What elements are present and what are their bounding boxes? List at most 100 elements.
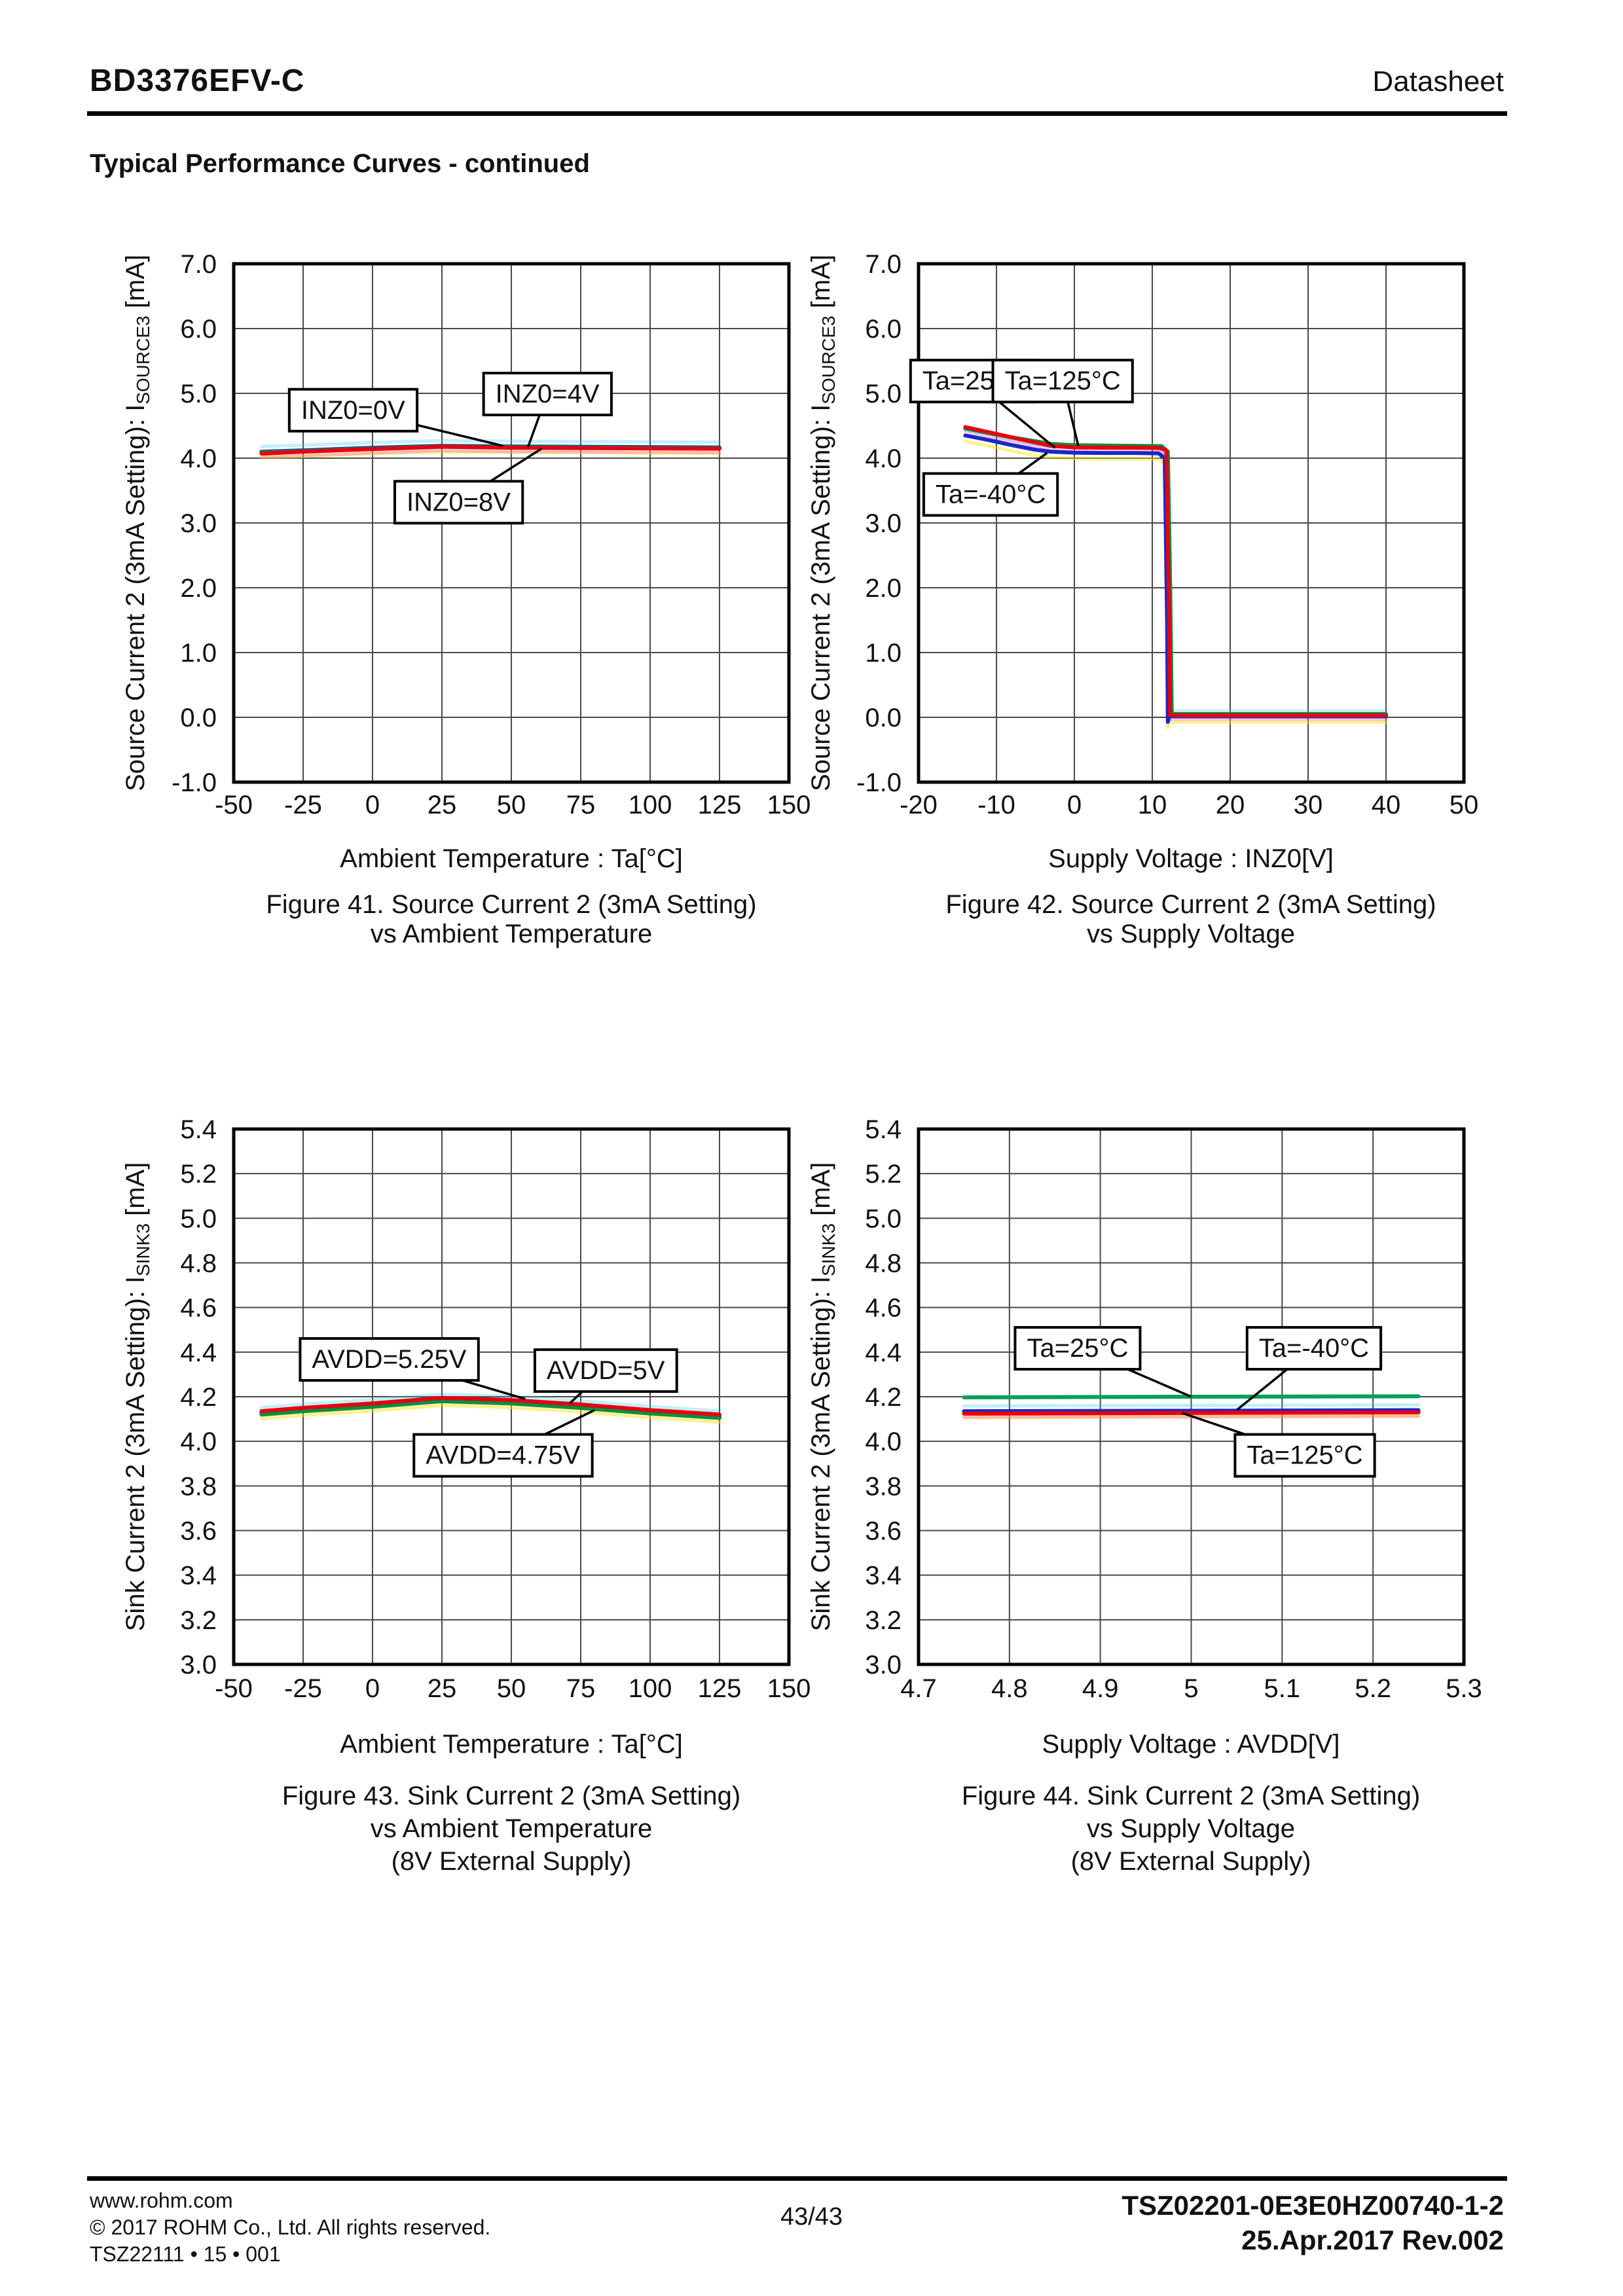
x-tick-label: 125 <box>698 1674 742 1703</box>
y-tick-label: 4.6 <box>865 1294 902 1323</box>
annotation-box <box>922 472 1059 517</box>
annotation-box <box>1245 1326 1383 1371</box>
annotation-box <box>482 372 613 416</box>
x-tick-label: 75 <box>566 791 596 819</box>
x-tick-label: 5.2 <box>1355 1674 1391 1703</box>
x-tick-label: 50 <box>1450 791 1479 819</box>
y-tick-label: 1.0 <box>180 639 217 668</box>
y-tick-label: 3.0 <box>865 1651 902 1679</box>
series-line-AVDD=4.75V <box>259 1399 721 1420</box>
x-tick-label: 0 <box>365 791 380 819</box>
x-axis-title: Supply Voltage : AVDD[V] <box>1042 1730 1340 1759</box>
print-ghost-line <box>259 439 721 448</box>
y-tick-label: 3.2 <box>865 1606 902 1635</box>
annotation-label: Ta=25°C <box>1027 1334 1128 1363</box>
figure-caption-line: vs Supply Voltage <box>1087 1814 1295 1843</box>
y-tick-label: 6.0 <box>865 315 902 344</box>
annotation-label: INZ0=8V <box>407 488 511 516</box>
y-tick-label: 2.0 <box>180 574 217 603</box>
annotation-box <box>412 1433 594 1478</box>
y-tick-label: -1.0 <box>172 768 217 797</box>
x-tick-label: 75 <box>566 1674 596 1703</box>
y-tick-label: 4.0 <box>865 1427 902 1456</box>
y-tick-label: 3.6 <box>865 1517 902 1546</box>
x-tick-label: 0 <box>365 1674 380 1703</box>
annotation-label: INZ0=4V <box>496 380 600 408</box>
doc-type-label: Datasheet <box>1372 65 1504 98</box>
y-tick-label: 5.0 <box>180 1204 217 1233</box>
y-axis-title: Sink Current 2 (3mA Setting): ISINK3 [mA… <box>807 1162 839 1632</box>
figure-44-chart: 4.7 4.8 4.9 5 5.1 5.2 5.3 3.0 3.2 3.4 3.6 3.8 4.0 4.2… <box>807 1115 1482 1876</box>
annotation-label: AVDD=4.75V <box>426 1441 580 1470</box>
x-tick-label: 40 <box>1372 791 1401 819</box>
y-tick-label: 5.0 <box>865 380 902 408</box>
x-tick-label: 30 <box>1294 791 1323 819</box>
x-tick-label: 5.3 <box>1446 1674 1482 1703</box>
figure-41-chart: -50 -25 0 25 50 75 100 125 150 -1.0 0.0 1.0 2.0 3.0 4.… <box>121 250 811 948</box>
series-line-INZ0=8V <box>259 444 721 456</box>
y-tick-label: 3.8 <box>180 1472 217 1501</box>
print-ghost-line <box>962 1403 1421 1408</box>
y-tick-label: 4.2 <box>180 1383 217 1412</box>
x-tick-label: 50 <box>497 1674 526 1703</box>
y-tick-label: 5.0 <box>180 380 217 408</box>
x-tick-label: 20 <box>1216 791 1245 819</box>
y-tick-label: 5.2 <box>180 1160 217 1189</box>
x-tick-label: 150 <box>767 791 811 819</box>
series-line-Ta=-40°C <box>963 433 1388 724</box>
series-line-Ta=-40°C <box>962 1408 1421 1414</box>
x-tick-label: -20 <box>900 791 938 819</box>
x-axis-title: Ambient Temperature : Ta[°C] <box>340 844 683 873</box>
x-tick-label: 100 <box>629 791 672 819</box>
plot-frame <box>917 262 1466 784</box>
footer-rule <box>87 2176 1507 2181</box>
x-axis-title: Ambient Temperature : Ta[°C] <box>340 1730 683 1759</box>
series-line-Ta=125°C <box>963 426 1388 717</box>
x-tick-label: 5 <box>1184 1674 1198 1703</box>
series-line-AVDD=5.25V <box>259 1395 721 1417</box>
x-tick-label: -25 <box>284 791 322 819</box>
annotation-label: AVDD=5.25V <box>312 1345 466 1374</box>
figure-43-chart: -50 -25 0 25 50 75 100 125 150 3.0 3.2 3.4 3.6 3.8 4.0… <box>121 1115 811 1876</box>
figure-caption-line: vs Ambient Temperature <box>371 1814 653 1843</box>
y-tick-label: 3.4 <box>180 1562 217 1590</box>
annotation-box <box>991 359 1134 404</box>
x-tick-label: -50 <box>215 1674 253 1703</box>
y-tick-label: 5.4 <box>180 1115 217 1144</box>
y-tick-label: 4.0 <box>180 444 217 473</box>
y-tick-label: 4.8 <box>865 1249 902 1278</box>
x-tick-label: 50 <box>497 791 526 819</box>
y-axis-title: Source Current 2 (3mA Setting): ISOURCE3… <box>121 255 153 791</box>
annotation-box <box>299 1337 480 1382</box>
x-tick-label: 0 <box>1067 791 1082 819</box>
y-tick-label: 4.0 <box>865 444 902 473</box>
header-rule <box>87 111 1507 116</box>
footer-right-block: TSZ02201-0E3E0HZ00740-1-2 25.Apr.2017 Re… <box>1122 2189 1504 2257</box>
x-tick-label: -50 <box>215 791 253 819</box>
print-ghost-line <box>259 1392 721 1413</box>
plot-frame <box>232 262 791 784</box>
annotation-label: AVDD=5V <box>547 1356 665 1385</box>
y-tick-label: 3.0 <box>865 509 902 538</box>
figure-caption-line: (8V External Supply) <box>392 1847 632 1876</box>
series-line-Ta=25°C <box>963 425 1388 718</box>
y-tick-label: 5.2 <box>865 1160 902 1189</box>
plot-frame <box>917 1127 1466 1666</box>
annotation-label: Ta=125°C <box>1005 367 1121 395</box>
x-tick-label: 5.1 <box>1264 1674 1301 1703</box>
footer-revision: 25.Apr.2017 Rev.002 <box>1241 2224 1504 2255</box>
footer-website[interactable]: www.rohm.com <box>90 2189 233 2212</box>
x-tick-label: 100 <box>629 1674 672 1703</box>
y-tick-label: 1.0 <box>865 639 902 668</box>
figure-caption-line: vs Ambient Temperature <box>371 920 653 948</box>
x-tick-label: 150 <box>767 1674 811 1703</box>
annotation-label: Ta=125°C <box>1247 1441 1362 1470</box>
annotation-box <box>287 387 419 433</box>
footer-doc-code-right: TSZ02201-0E3E0HZ00740-1-2 <box>1122 2190 1504 2221</box>
annotation-label: Ta=-40°C <box>936 480 1046 509</box>
y-tick-label: 4.6 <box>180 1294 217 1323</box>
footer-left-block: www.rohm.com © 2017 ROHM Co., Ltd. All r… <box>90 2187 490 2268</box>
page-number: 43/43 <box>780 2203 843 2231</box>
figure-caption-line: Figure 44. Sink Current 2 (3mA Setting) <box>962 1782 1420 1810</box>
